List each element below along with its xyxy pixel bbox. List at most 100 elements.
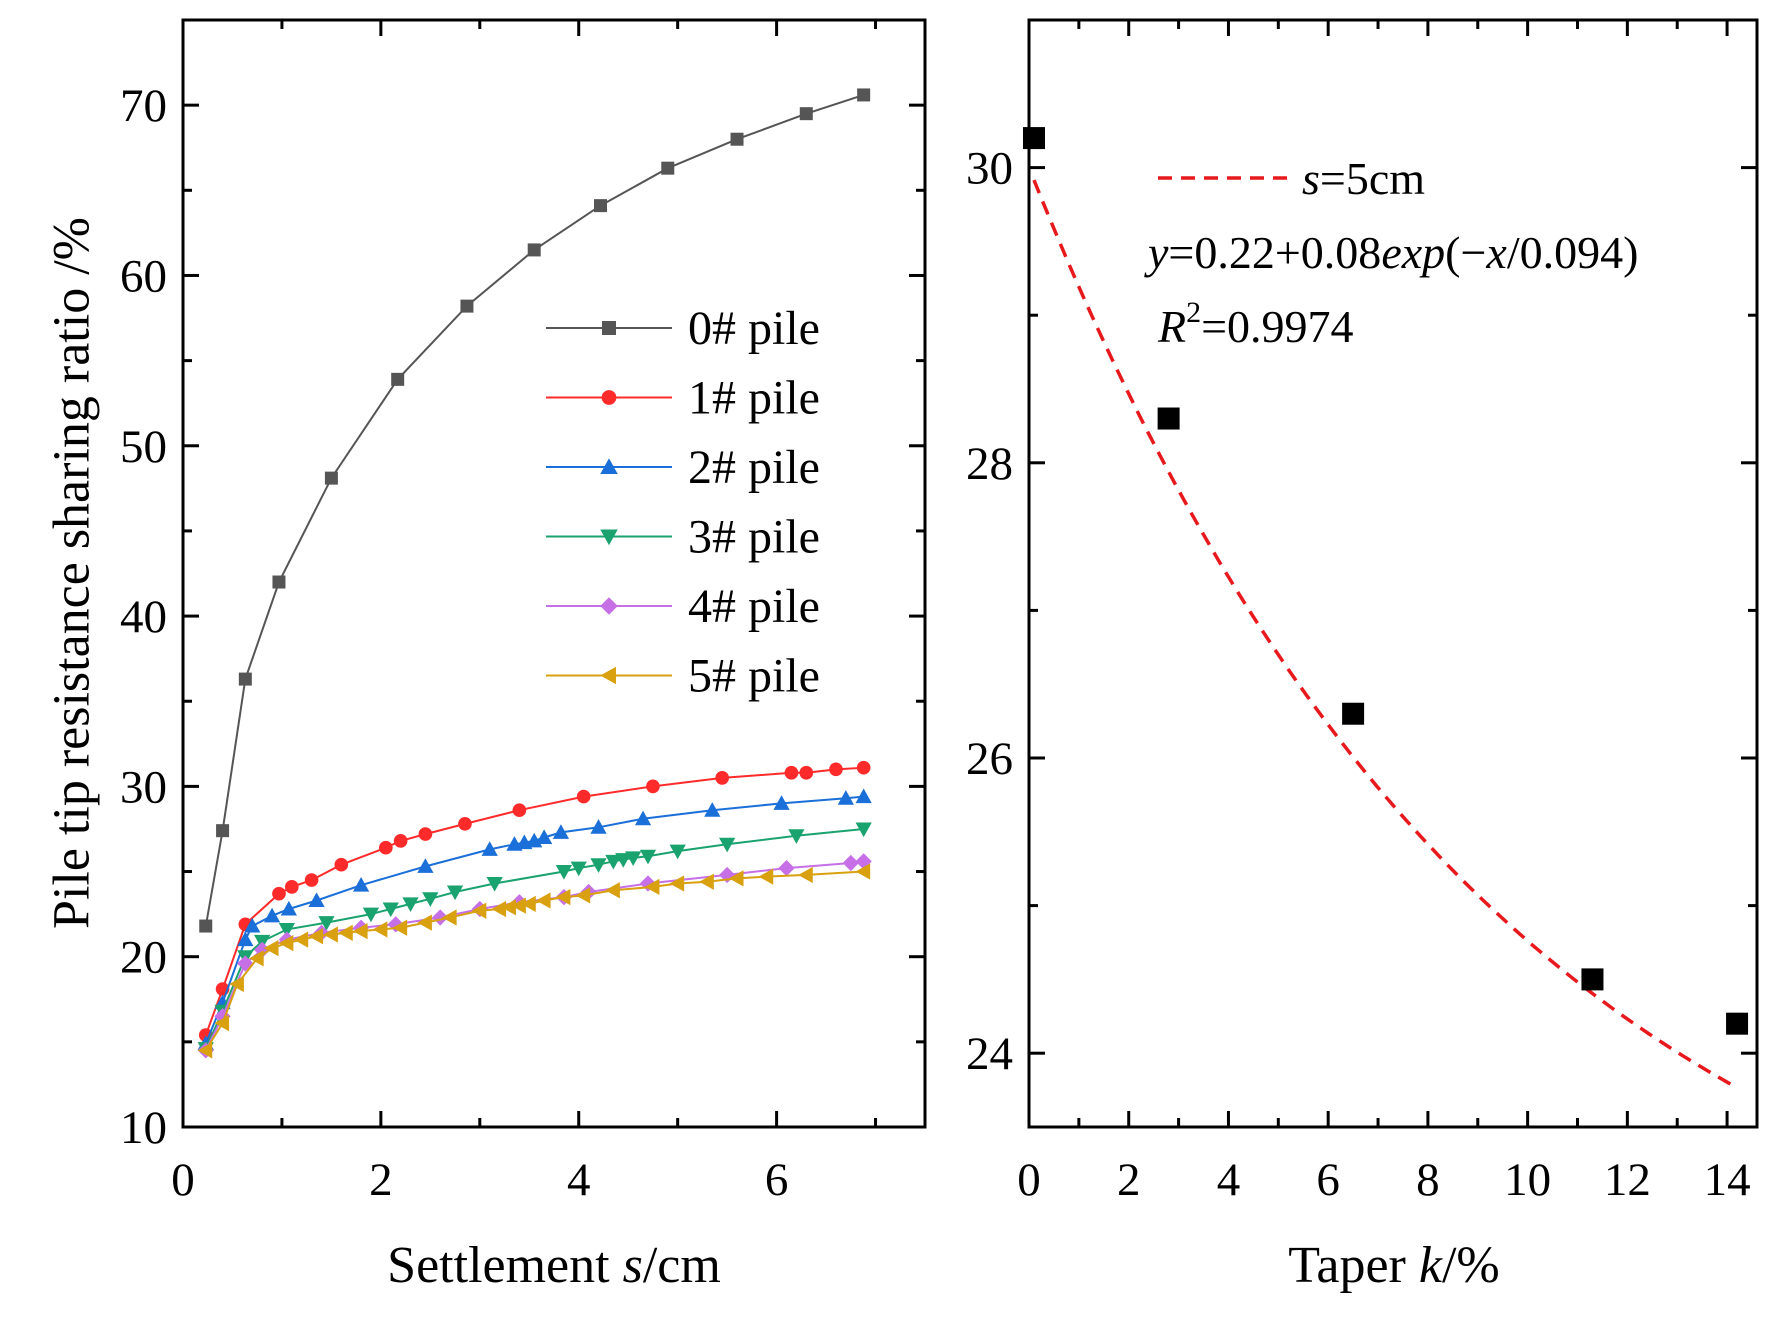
- legend-marker: [601, 390, 617, 405]
- series-3-point: [639, 849, 657, 865]
- series-5-point: [417, 914, 432, 931]
- legend-label: 1# pile: [688, 372, 820, 425]
- series-5-point: [798, 866, 813, 884]
- legend-label: 2# pile: [688, 441, 820, 494]
- legend-label: 0# pile: [688, 302, 820, 355]
- series-0-point: [199, 919, 213, 933]
- legend-item-1: 1# pile: [546, 372, 820, 425]
- right-y-tick-label: 30: [966, 143, 1013, 195]
- series-5-point: [214, 1014, 230, 1032]
- series-0-point: [661, 161, 675, 175]
- right-series-group: [1022, 127, 1749, 1090]
- legend-marker: [602, 321, 616, 335]
- left-y-tick-label: 30: [120, 761, 167, 813]
- series-1-point: [856, 760, 871, 775]
- series-3-point: [362, 907, 380, 923]
- series-0-point: [272, 575, 286, 589]
- series-3-point: [402, 897, 419, 913]
- series-5-point: [471, 902, 487, 919]
- legend-marker: [600, 458, 618, 474]
- taper-point: [1157, 407, 1180, 430]
- series-5-point: [293, 931, 309, 948]
- left-series-group: [197, 88, 872, 1059]
- series-4-point: [432, 909, 449, 926]
- left-x-tick-label: 2: [369, 1154, 393, 1206]
- series-5-point: [605, 882, 620, 899]
- series-2-point: [244, 917, 261, 933]
- left-y-tick-label: 60: [120, 250, 167, 302]
- series-0-point: [324, 471, 338, 485]
- left-x-title-var: s: [623, 1237, 643, 1294]
- series-2-point: [773, 795, 790, 810]
- eq-exp: exp: [1381, 227, 1445, 278]
- left-x-axis-title: Settlement s/cm: [387, 1237, 721, 1294]
- taper-point: [1342, 702, 1365, 725]
- series-0-point: [460, 299, 474, 313]
- left-y-tick-label: 50: [120, 421, 167, 473]
- series-4-line: [204, 860, 864, 1051]
- series-0: [199, 88, 871, 933]
- right-x-title-unit: /%: [1442, 1237, 1500, 1294]
- r2-sup: 2: [1186, 296, 1201, 329]
- left-y-tick-label: 40: [120, 591, 167, 643]
- left-x-title-prefix: Settlement: [387, 1237, 622, 1294]
- left-plot-frame: [181, 18, 927, 1129]
- series-3-point: [570, 861, 587, 877]
- series-3-point: [555, 865, 573, 880]
- series-0-point: [799, 107, 813, 121]
- left-x-tick-label: 0: [171, 1154, 195, 1206]
- fit-equation: y=0.22+0.08exp(−x/0.094): [1144, 227, 1638, 278]
- series-0-point: [857, 88, 871, 102]
- r2-r: R: [1157, 301, 1186, 352]
- right-y-tick-label: 24: [966, 1028, 1013, 1080]
- taper-point: [1581, 968, 1604, 991]
- series-3-point: [855, 822, 872, 838]
- series-5-point: [855, 863, 871, 880]
- left-x-title-unit: /cm: [643, 1237, 721, 1294]
- series-3-point: [486, 876, 503, 892]
- series-1-point: [285, 880, 299, 894]
- series-3-point: [422, 892, 439, 907]
- taper-point: [1022, 127, 1045, 150]
- series-2-point: [704, 802, 721, 817]
- series-2-point: [634, 810, 652, 826]
- legend-label: 3# pile: [688, 511, 820, 564]
- series-2: [197, 788, 872, 1051]
- series-2-point: [552, 824, 570, 839]
- series-5-point: [229, 975, 244, 993]
- series-1-point: [272, 886, 286, 901]
- settlement-chart: 0 2 4 6 10 20 30 40 50 60 70 Pile tip resistance s…: [44, 18, 927, 1294]
- series-5: [197, 863, 871, 1059]
- legend-item-0: 0# pile: [546, 302, 820, 355]
- eq-x: x: [1485, 227, 1507, 278]
- series-2-point: [352, 877, 370, 892]
- series-5-point: [372, 921, 388, 938]
- eq-y: y: [1144, 227, 1169, 278]
- fit-legend: s=5cm: [1158, 153, 1425, 204]
- legend-item-5: 5# pile: [546, 650, 820, 703]
- series-2-point: [308, 892, 325, 907]
- right-x-tick-label: 14: [1704, 1154, 1751, 1206]
- series-1-point: [715, 771, 730, 785]
- series-1-point: [198, 1028, 213, 1042]
- series-0-point: [730, 132, 744, 146]
- series-5-point: [249, 950, 264, 967]
- series-3-point: [590, 858, 607, 873]
- legend-marker: [600, 597, 618, 615]
- series-2-point: [837, 790, 854, 805]
- series-5-point: [535, 892, 551, 909]
- series-5-point: [197, 1042, 213, 1059]
- legend-item-2: 2# pile: [546, 441, 820, 494]
- series-5-point: [699, 873, 714, 890]
- series-5-point: [521, 895, 536, 913]
- left-y-axis-title: Pile tip resistance sharing ratio /%: [44, 217, 101, 929]
- series-5-point: [491, 900, 507, 918]
- eq-part2: (−: [1445, 227, 1486, 278]
- right-x-tick-label: 10: [1504, 1154, 1551, 1206]
- series-5-point: [278, 934, 294, 952]
- series-1-point: [458, 817, 472, 831]
- series-5-point: [392, 919, 408, 936]
- series-5-point: [758, 868, 774, 885]
